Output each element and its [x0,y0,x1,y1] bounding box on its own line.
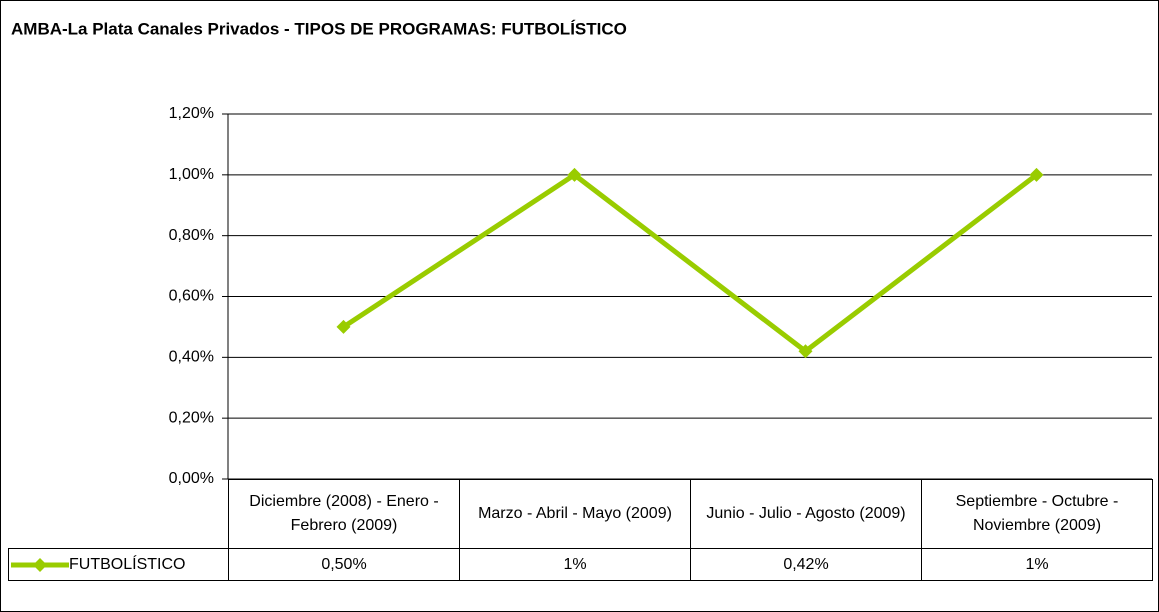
x-tick-label: Junio - Julio - Agosto (2009) [690,479,922,549]
x-tick-label: Septiembre - Octubre - Noviembre (2009) [921,479,1153,549]
data-label: 0,50% [228,548,460,581]
y-tick-label: 0,60% [169,288,214,305]
y-tick-label: 0,00% [169,470,214,487]
data-label: 1% [921,548,1153,581]
data-label: 1% [459,548,691,581]
x-tick-label: Diciembre (2008) - Enero - Febrero (2009… [228,479,460,549]
marker [567,167,582,182]
y-tick-label: 1,20% [169,105,214,122]
legend-swatch [11,557,69,572]
marker [336,319,351,334]
chart-title: AMBA-La Plata Canales Privados - TIPOS D… [11,19,627,38]
y-tick-label: 1,00% [169,166,214,183]
legend-item: FUTBOLÍSTICO [8,548,229,581]
y-tick-label: 0,20% [169,409,214,426]
series-line [342,171,1039,355]
x-tick-label: Marzo - Abril - Mayo (2009) [459,479,691,549]
legend-label: FUTBOLÍSTICO [69,555,186,573]
marker [1029,167,1044,182]
y-tick-label: 0,40% [169,349,214,366]
y-tick-label: 0,80% [169,227,214,244]
marker [798,344,813,359]
data-label: 0,42% [690,548,922,581]
